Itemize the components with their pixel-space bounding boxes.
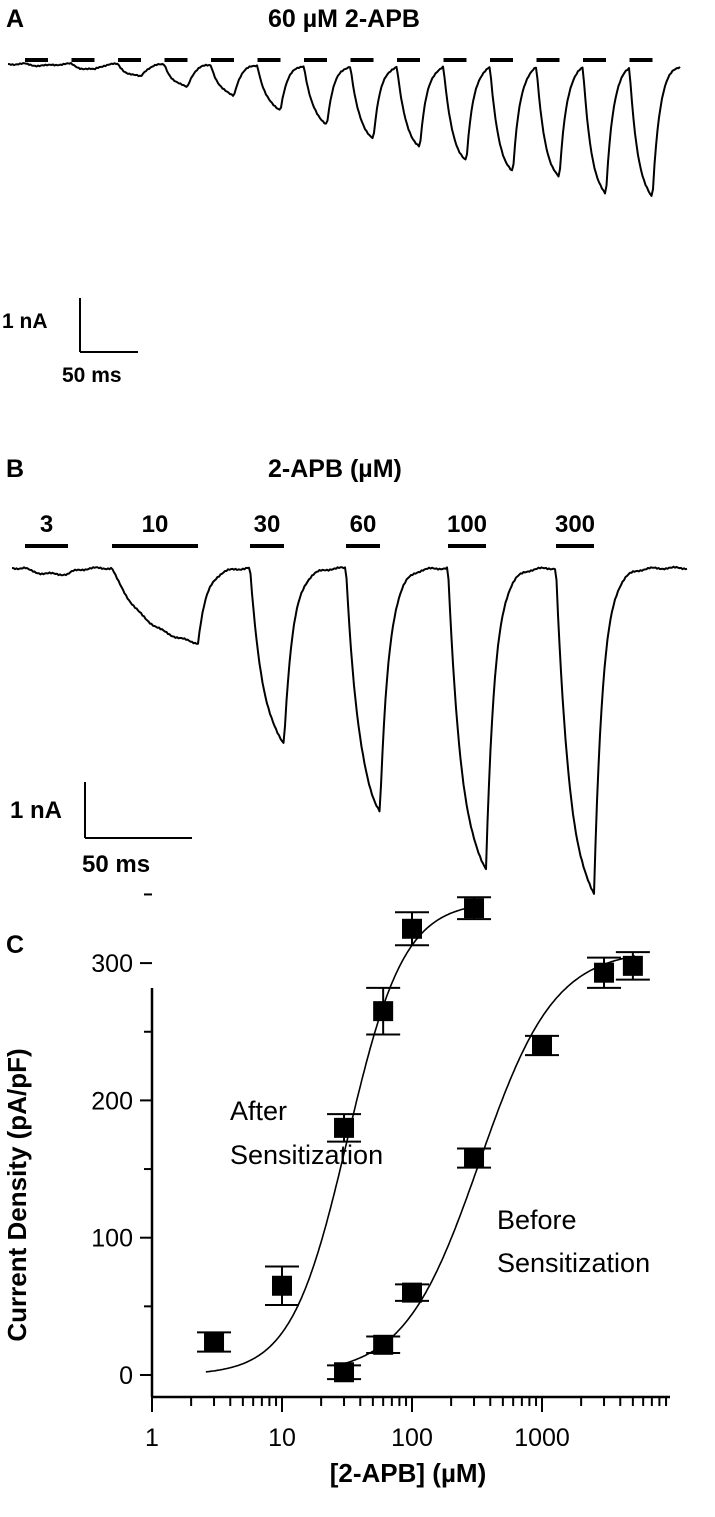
y-tick-label: 0	[119, 1362, 133, 1390]
concentration-label: 60	[350, 511, 377, 538]
panel-a: A 60 µM 2-APB 1 nA 50 ms	[2, 5, 681, 387]
concentration-label: 10	[142, 511, 169, 538]
concentration-label: 300	[555, 511, 595, 538]
data-point	[373, 1334, 394, 1355]
panel-a-scale-x-label: 50 ms	[62, 364, 122, 387]
x-tick-label: 1000	[514, 1424, 570, 1452]
panel-b-concentration-bars: 3 10 30 60 100 300	[25, 511, 595, 548]
concentration-label: 100	[447, 511, 487, 538]
x-axis-label: [2-APB] (µM)	[330, 1458, 487, 1488]
data-point	[532, 1035, 552, 1056]
data-point	[204, 1332, 225, 1353]
y-tick-label: 300	[91, 950, 133, 978]
data-points	[197, 896, 650, 1383]
data-point	[594, 962, 615, 983]
panel-b-scale-bar: 1 nA 50 ms	[10, 782, 192, 878]
data-point	[402, 918, 422, 939]
data-point	[402, 1282, 422, 1303]
panel-b: B 2-APB (µM) 3 10 30 60 100 300 1 nA 50 ms	[6, 455, 688, 895]
panel-b-current-trace	[11, 565, 688, 895]
before-sensitization-label-line1: Before	[497, 1205, 577, 1235]
data-point	[464, 1148, 485, 1169]
x-tick-label: 1	[145, 1424, 159, 1452]
data-point	[334, 1117, 355, 1138]
panel-a-scale-bar: 1 nA 50 ms	[2, 298, 138, 387]
axis-ticks: 1 10 100 1000 0 100 200 300	[91, 893, 668, 1452]
panel-c: C 1 10 100 1000 0 100 200 300 [2-APB] (µM) Curr…	[2, 893, 670, 1488]
x-tick-label: 100	[391, 1424, 433, 1452]
y-tick-label: 200	[91, 1087, 133, 1115]
panel-b-scale-x-label: 50 ms	[82, 851, 150, 878]
concentration-label: 30	[254, 511, 281, 538]
fit-curve	[205, 904, 480, 1373]
data-point	[464, 898, 485, 919]
x-tick-label: 10	[268, 1424, 296, 1452]
panel-c-label: C	[6, 931, 24, 959]
y-tick-label: 100	[91, 1225, 133, 1253]
data-point	[622, 955, 643, 976]
data-point	[334, 1362, 355, 1383]
panel-a-current-trace	[7, 62, 681, 197]
data-point	[373, 1001, 394, 1022]
panel-a-title: 60 µM 2-APB	[268, 5, 420, 33]
panel-a-scale-y-label: 1 nA	[2, 310, 48, 333]
concentration-label: 3	[40, 511, 53, 538]
panel-b-label: B	[6, 455, 24, 483]
after-sensitization-label-line1: After	[230, 1096, 287, 1126]
panel-b-title: 2-APB (µM)	[268, 455, 402, 483]
data-point	[272, 1275, 292, 1296]
y-axis-label: Current Density (pA/pF)	[2, 1048, 32, 1341]
before-sensitization-label-line2: Sensitization	[497, 1248, 650, 1278]
panel-a-label: A	[6, 5, 24, 33]
panel-b-scale-y-label: 1 nA	[10, 797, 62, 824]
after-sensitization-label-line2: Sensitization	[230, 1140, 383, 1170]
